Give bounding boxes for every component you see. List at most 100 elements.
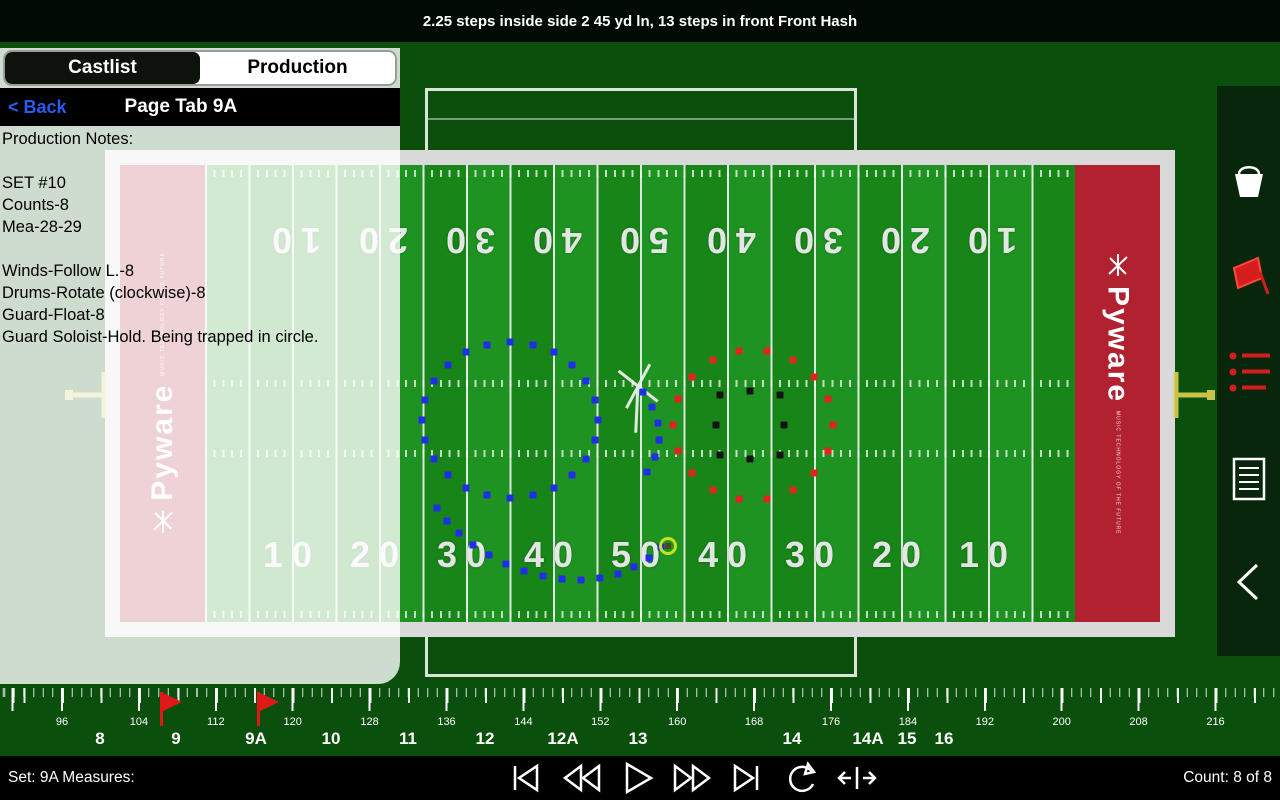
page-tab-10[interactable]: 10 <box>321 729 341 748</box>
performer-dot-blue[interactable] <box>550 348 558 356</box>
performer-dot-blue[interactable] <box>655 436 663 444</box>
performer-dot-blue[interactable] <box>430 377 438 385</box>
performer-dot-blue[interactable] <box>444 471 452 479</box>
performer-dot-blue[interactable] <box>582 455 590 463</box>
performer-dot-blue[interactable] <box>430 455 438 463</box>
performer-dot-blue[interactable] <box>539 572 547 580</box>
performer-dot-red[interactable] <box>763 495 771 503</box>
performer-dot-blue[interactable] <box>433 504 441 512</box>
page-tab-16[interactable]: 16 <box>934 729 954 748</box>
performer-dot-blue[interactable] <box>639 388 647 396</box>
performer-dot-blue[interactable] <box>506 494 514 502</box>
performer-dot-blue[interactable] <box>483 491 491 499</box>
performer-dot-black[interactable] <box>712 421 720 429</box>
performer-dot-blue[interactable] <box>558 575 566 583</box>
drum-major-icon[interactable] <box>604 350 675 440</box>
performer-dot-blue[interactable] <box>630 563 638 571</box>
page-tab-9A[interactable]: 9A <box>245 729 267 748</box>
page-tab-13[interactable]: 13 <box>628 729 648 748</box>
performer-dot-black[interactable] <box>780 421 788 429</box>
performer-dot-blue[interactable] <box>568 471 576 479</box>
performer-dot-red[interactable] <box>709 356 717 364</box>
performer-dot-red[interactable] <box>688 469 696 477</box>
back-button[interactable]: < Back <box>8 96 67 117</box>
performer-dot-blue[interactable] <box>591 436 599 444</box>
performer-dot-black[interactable] <box>776 451 784 459</box>
fast-forward-button[interactable] <box>670 758 712 798</box>
performer-dot-red[interactable] <box>763 347 771 355</box>
performer-dot-red[interactable] <box>674 395 682 403</box>
performer-dot-blue[interactable] <box>443 517 451 525</box>
performer-dot-blue[interactable] <box>483 341 491 349</box>
performer-dot-blue[interactable] <box>651 453 659 461</box>
performer-dot-red[interactable] <box>824 395 832 403</box>
page-tab-8[interactable]: 8 <box>95 729 105 748</box>
performer-dot-blue[interactable] <box>594 416 602 424</box>
page-tab-12[interactable]: 12 <box>475 729 495 748</box>
performer-dot-red[interactable] <box>810 373 818 381</box>
performer-dot-black[interactable] <box>746 455 754 463</box>
skip-to-start-button[interactable] <box>505 758 547 798</box>
performer-dot-red[interactable] <box>709 486 717 494</box>
tab-production[interactable]: Production <box>200 52 395 84</box>
performer-dot-red[interactable] <box>735 495 743 503</box>
performer-dot-blue[interactable] <box>596 574 604 582</box>
performer-dot-red[interactable] <box>688 373 696 381</box>
selected-performer-highlight[interactable] <box>659 537 677 555</box>
performer-dot-blue[interactable] <box>614 570 622 578</box>
play-button[interactable] <box>615 758 657 798</box>
performer-dot-red[interactable] <box>810 469 818 477</box>
performer-dot-blue[interactable] <box>462 348 470 356</box>
performer-dot-blue[interactable] <box>550 484 558 492</box>
loop-button[interactable] <box>780 758 822 798</box>
performer-dot-red[interactable] <box>789 356 797 364</box>
performer-dot-blue[interactable] <box>520 567 528 575</box>
performer-dot-blue[interactable] <box>421 436 429 444</box>
page-tab-14A[interactable]: 14A <box>852 729 884 748</box>
performer-dot-blue[interactable] <box>582 377 590 385</box>
performer-dot-blue[interactable] <box>444 361 452 369</box>
performer-dot-black[interactable] <box>776 391 784 399</box>
performer-dot-blue[interactable] <box>643 468 651 476</box>
page-tab-11[interactable]: 11 <box>399 729 417 748</box>
rewind-button[interactable] <box>560 758 602 798</box>
performer-dot-red[interactable] <box>735 347 743 355</box>
performer-dot-blue[interactable] <box>502 560 510 568</box>
performer-dot-red[interactable] <box>669 421 677 429</box>
page-tab-12A[interactable]: 12A <box>547 729 579 748</box>
performer-dot-red[interactable] <box>674 447 682 455</box>
document-icon[interactable] <box>1225 455 1273 503</box>
performer-dot-blue[interactable] <box>421 396 429 404</box>
performer-dot-red[interactable] <box>824 447 832 455</box>
paint-flag-icon[interactable] <box>1225 251 1273 299</box>
bucket-icon[interactable] <box>1225 156 1273 204</box>
performer-dot-blue[interactable] <box>485 551 493 559</box>
tab-castlist[interactable]: Castlist <box>5 52 200 84</box>
performer-dot-black[interactable] <box>716 391 724 399</box>
performer-dot-blue[interactable] <box>568 361 576 369</box>
performer-dot-red[interactable] <box>789 486 797 494</box>
performer-dot-black[interactable] <box>746 387 754 395</box>
performer-dot-blue[interactable] <box>462 484 470 492</box>
skip-to-end-button[interactable] <box>725 758 767 798</box>
performer-dot-black[interactable] <box>716 451 724 459</box>
performer-dot-blue[interactable] <box>529 491 537 499</box>
performer-dot-blue[interactable] <box>591 396 599 404</box>
performer-dot-blue[interactable] <box>455 529 463 537</box>
page-tab-9[interactable]: 9 <box>171 729 181 748</box>
back-chevron-icon[interactable] <box>1225 558 1273 606</box>
performer-dot-blue[interactable] <box>577 576 585 584</box>
performer-dot-blue[interactable] <box>654 419 662 427</box>
performer-dot-blue[interactable] <box>418 416 426 424</box>
count-span-button[interactable] <box>835 758 877 798</box>
performer-dot-blue[interactable] <box>648 403 656 411</box>
page-tab-14[interactable]: 14 <box>782 729 802 748</box>
page-tab-15[interactable]: 15 <box>897 729 917 748</box>
performer-dot-blue[interactable] <box>506 338 514 346</box>
bullet-list-icon[interactable] <box>1225 349 1273 397</box>
performer-dot-red[interactable] <box>829 421 837 429</box>
performer-dot-blue[interactable] <box>469 541 477 549</box>
performer-dot-blue[interactable] <box>645 554 653 562</box>
performer-dot-blue[interactable] <box>529 341 537 349</box>
